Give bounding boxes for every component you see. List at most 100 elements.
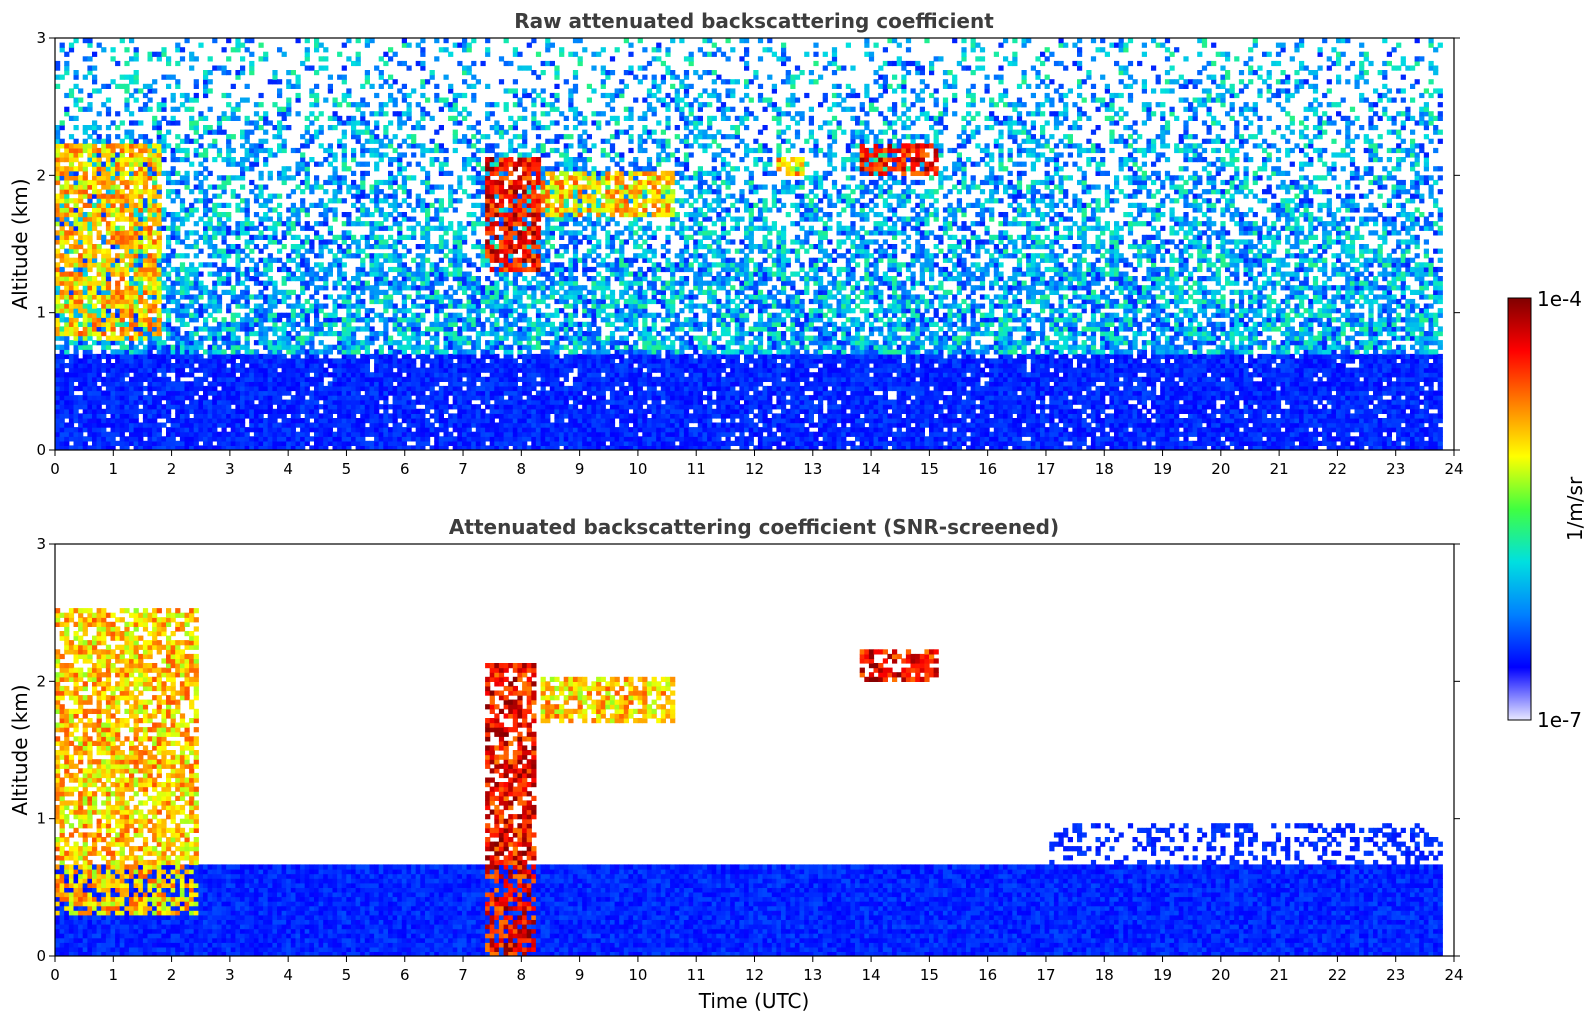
heatmap-cell [78,266,84,273]
heatmap-cell [147,202,153,208]
heatmap-cell [175,234,181,240]
heatmap-cell [272,239,278,245]
heatmap-cell [87,326,93,332]
heatmap-cell [226,331,232,337]
heatmap-cell [267,385,273,392]
heatmap-cell [110,321,116,327]
heatmap-cell [170,166,176,172]
heatmap-cell [184,335,190,341]
heatmap-cell [411,418,417,424]
heatmap-cell [207,418,213,424]
heatmap-cell [420,385,426,392]
heatmap-cell [323,431,329,437]
heatmap-cell [314,134,320,140]
heatmap-cell [337,381,343,387]
heatmap-cell [314,308,320,314]
heatmap-cell [314,367,320,373]
heatmap-cell [369,262,375,268]
heatmap-cell [156,294,162,300]
heatmap-cell [198,404,204,410]
heatmap-cell [119,157,125,163]
heatmap-cell [175,413,181,419]
heatmap-cell [304,266,310,273]
heatmap-cell [226,161,232,167]
heatmap-cell [221,266,227,273]
heatmap-cell [309,92,315,99]
heatmap-cell [318,431,324,437]
heatmap-cell [133,422,139,428]
heatmap-cell [115,216,121,222]
heatmap-cell [92,51,98,57]
heatmap-cell [253,427,260,433]
heatmap-cell [388,234,394,240]
heatmap-cell [203,422,209,428]
heatmap-cell [360,266,366,273]
heatmap-cell [161,376,167,382]
heatmap-cell [383,294,389,300]
heatmap-cell [147,436,153,442]
heatmap-cell [397,390,403,396]
heatmap-cell [434,440,440,446]
heatmap-cell [105,363,112,369]
heatmap-cell [235,344,241,350]
heatmap-cell [179,317,186,323]
heatmap-cell [425,184,431,190]
heatmap-cell [212,138,218,144]
heatmap-cell [152,413,158,419]
heatmap-cell [323,358,329,364]
heatmap-cell [314,276,320,282]
heatmap-cell [175,422,181,428]
heatmap-cell [110,152,116,158]
heatmap-cell [337,189,343,195]
heatmap-cell [360,445,366,450]
heatmap-cell [101,262,107,268]
heatmap-cell [68,303,75,309]
heatmap-cell [457,225,463,231]
heatmap-cell [64,92,70,99]
heatmap-cell [397,385,403,392]
heatmap-cell [401,189,407,195]
heatmap-cell [392,395,398,401]
heatmap-cell [425,358,431,364]
heatmap-cell [152,198,158,204]
heatmap-cell [170,179,176,186]
heatmap-cell [281,230,287,236]
heatmap-cell [78,143,84,149]
heatmap-cell [170,367,176,373]
heatmap-cell [193,175,199,181]
heatmap-cell [411,422,417,428]
heatmap-cell [457,399,463,405]
heatmap-cell [119,358,125,364]
heatmap-cell [133,390,139,396]
heatmap-cell [193,317,199,323]
heatmap-cell [156,134,162,140]
heatmap-cell [175,193,181,199]
panel-raw: Raw attenuated backscattering coefficien… [8,9,1464,478]
heatmap-cell [226,395,232,401]
heatmap-cell [212,404,218,410]
heatmap-cell [318,422,324,428]
heatmap-cell [420,152,426,158]
heatmap-cell [96,230,102,236]
heatmap-cell [392,248,398,254]
heatmap-cell [411,399,417,405]
heatmap-cell [166,399,172,405]
heatmap-cell [351,367,357,373]
heatmap-cell [124,170,130,176]
heatmap-cell [68,317,75,323]
heatmap-cell [221,129,227,135]
heatmap-cell [263,326,269,332]
heatmap-cell [96,418,102,424]
heatmap-cell [147,161,153,167]
heatmap-cell [429,74,435,80]
heatmap-cell [466,83,472,89]
heatmap-cell [364,408,370,414]
heatmap-cell [82,285,88,291]
heatmap-cell [73,349,79,355]
heatmap-cell [244,157,250,163]
heatmap-cell [323,276,329,282]
heatmap-cell [221,276,227,282]
heatmap-cell [374,271,380,277]
heatmap-cell [462,79,468,85]
heatmap-cell [138,317,144,323]
